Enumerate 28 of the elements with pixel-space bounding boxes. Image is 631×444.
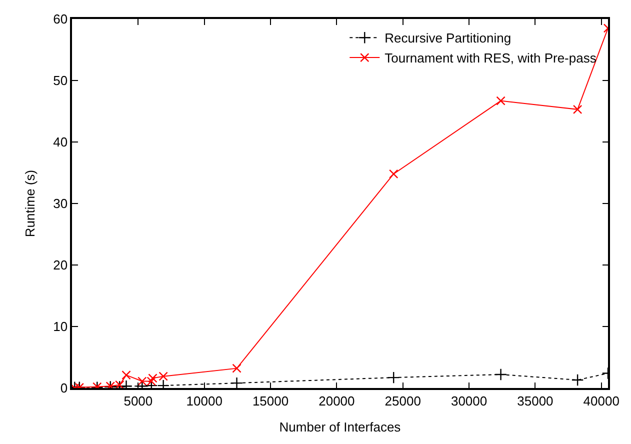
x-tick-label: 5000 [124, 393, 153, 408]
y-tick-label: 10 [53, 319, 68, 334]
y-tick-label: 30 [53, 196, 68, 212]
point [571, 374, 584, 386]
legend-label: Tournament with RES, with Pre-pass [384, 50, 597, 66]
point [572, 104, 582, 114]
point [494, 368, 507, 381]
y-tick-label: 50 [53, 73, 68, 88]
x-tick-label: 30000 [450, 393, 488, 408]
point [389, 169, 398, 179]
point [230, 376, 243, 388]
y-axis-title: Runtime (s) [22, 170, 38, 238]
point [496, 96, 506, 106]
point [232, 364, 242, 373]
y-tick-label: 60 [53, 12, 68, 27]
point [122, 370, 131, 380]
x-tick-label: 15000 [252, 393, 289, 408]
x-tick-label: 20000 [318, 393, 355, 408]
x-tick-label: 35000 [517, 393, 554, 408]
x-axis-title: Number of Interfaces [279, 419, 402, 434]
x-tick-label: 40000 [583, 393, 620, 408]
y-tick-label: 20 [53, 258, 68, 273]
x-tick-label: 25000 [384, 393, 421, 408]
point [387, 371, 400, 384]
y-tick-label: 40 [53, 134, 68, 150]
x-tick-label: 10000 [186, 393, 222, 408]
y-tick-label: 0 [60, 380, 68, 396]
legend-label: Recursive Partitioning [384, 30, 512, 46]
